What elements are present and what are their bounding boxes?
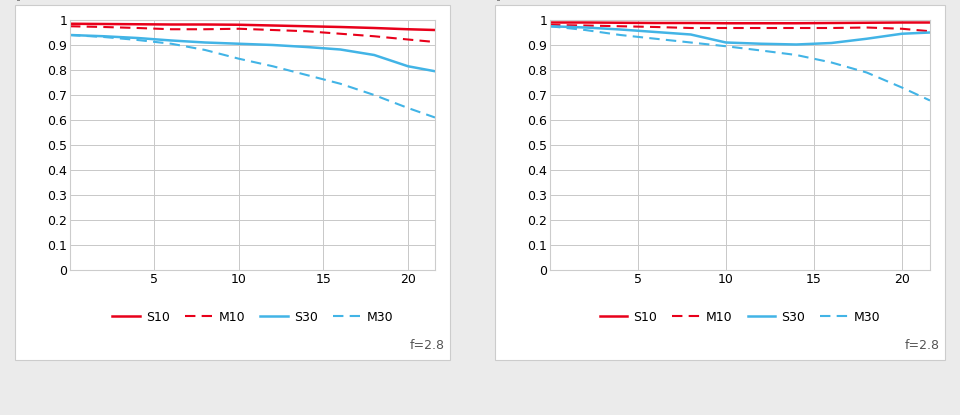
Text: f=2.8: f=2.8 <box>410 339 445 352</box>
Text: f=2.8: f=2.8 <box>905 339 940 352</box>
Legend: S10, M10, S30, M30: S10, M10, S30, M30 <box>107 306 398 329</box>
Legend: S10, M10, S30, M30: S10, M10, S30, M30 <box>594 306 885 329</box>
